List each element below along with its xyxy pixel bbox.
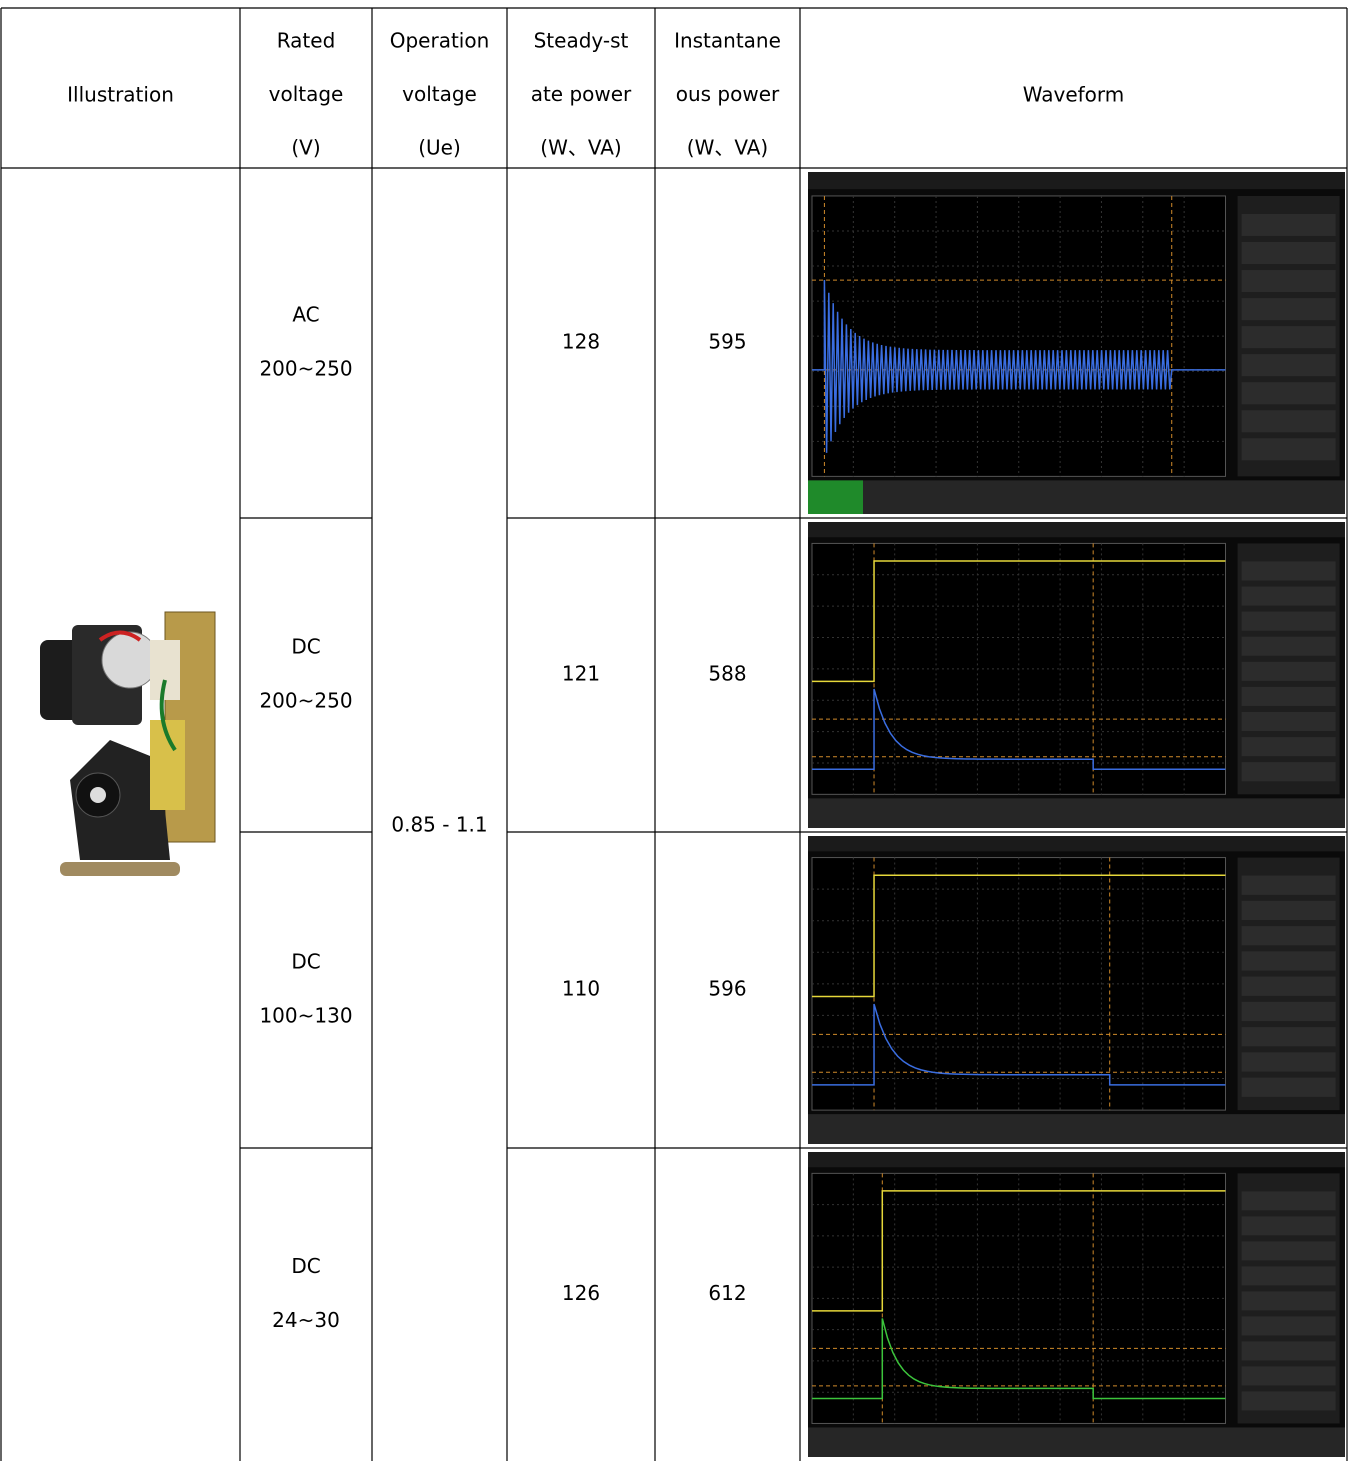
- scope-panel-field: [1242, 662, 1336, 681]
- rated-voltage: 200~250: [259, 689, 352, 713]
- rated-voltage: 24~30: [272, 1308, 340, 1332]
- scope-panel-field: [1242, 876, 1336, 895]
- scope-panel-field: [1242, 612, 1336, 631]
- scope-panel-field: [1242, 214, 1336, 236]
- header-cell: Illustration: [67, 83, 174, 107]
- header-cell: Steady-st: [534, 29, 629, 53]
- header-cell: Rated: [277, 29, 336, 53]
- scope-panel-field: [1242, 1027, 1336, 1046]
- scope-panel-field: [1242, 1002, 1336, 1021]
- header-cell: ous power: [676, 82, 780, 106]
- rated-voltage: DC: [291, 1254, 320, 1278]
- rated-voltage: 100~130: [259, 1004, 352, 1028]
- scope-panel-field: [1242, 242, 1336, 264]
- header-cell: ate power: [531, 82, 632, 106]
- scope-bottom-bar: [808, 1427, 1345, 1457]
- operation-voltage: 0.85 - 1.1: [391, 813, 487, 837]
- header-cell: Instantane: [674, 29, 781, 53]
- rated-voltage: 200~250: [259, 357, 352, 381]
- scope-panel-field: [1242, 1391, 1336, 1410]
- scope-panel-field: [1242, 712, 1336, 731]
- scope-panel-field: [1242, 901, 1336, 920]
- scope-panel-field: [1242, 382, 1336, 404]
- scope-top-bar: [808, 172, 1345, 189]
- rated-voltage: DC: [291, 950, 320, 974]
- scope-panel-field: [1242, 354, 1336, 376]
- header-cell: (Ue): [418, 136, 461, 160]
- scope-panel-field: [1242, 1078, 1336, 1097]
- steady-state-power: 121: [562, 662, 600, 686]
- scope-panel-field: [1242, 951, 1336, 970]
- rated-voltage: AC: [292, 303, 319, 327]
- header-cell: (W、VA): [540, 136, 621, 160]
- scope-panel-field: [1242, 1366, 1336, 1385]
- scope-top-bar: [808, 522, 1345, 537]
- scope-panel-field: [1242, 270, 1336, 292]
- scope-panel-field: [1242, 687, 1336, 706]
- scope-panel-field: [1242, 1341, 1336, 1360]
- scope-panel-field: [1242, 926, 1336, 945]
- scope-panel-field: [1242, 438, 1336, 460]
- scope-top-bar: [808, 1152, 1345, 1167]
- page: Illustration Rated voltage (V) Operation volt…: [0, 0, 1349, 1461]
- scope-panel-field: [1242, 1216, 1336, 1235]
- scope-top-bar: [808, 836, 1345, 851]
- scope-panel-field: [1242, 1291, 1336, 1310]
- scope-panel-field: [1242, 1052, 1336, 1071]
- scope-bottom-bar: [808, 480, 1345, 514]
- scope-panel-field: [1242, 737, 1336, 756]
- scope-panel-field: [1242, 1191, 1336, 1210]
- header-cell: (V): [291, 136, 320, 160]
- waveform-image: [808, 1152, 1345, 1457]
- scope-panel-field: [1242, 326, 1336, 348]
- scope-panel-field: [1242, 1241, 1336, 1260]
- scope-panel-field: [1242, 1266, 1336, 1285]
- instantaneous-power: 588: [708, 662, 746, 686]
- instantaneous-power: 595: [708, 330, 746, 354]
- scope-panel-field: [1242, 762, 1336, 781]
- scope-panel-field: [1242, 410, 1336, 432]
- instantaneous-power: 612: [708, 1281, 746, 1305]
- header-cell: (W、VA): [687, 136, 768, 160]
- header-cell: voltage: [269, 82, 344, 106]
- waveform-image: [808, 172, 1345, 514]
- scope-button: [808, 480, 863, 514]
- scope-panel-field: [1242, 637, 1336, 656]
- scope-panel-field: [1242, 977, 1336, 996]
- header-cell: voltage: [402, 82, 477, 106]
- header-cell: Operation: [390, 29, 490, 53]
- steady-state-power: 126: [562, 1281, 600, 1305]
- device-illustration: [40, 612, 215, 876]
- header-cell: Waveform: [1023, 83, 1125, 107]
- scope-panel-field: [1242, 1316, 1336, 1335]
- scope-panel-field: [1242, 298, 1336, 320]
- scope-panel-field: [1242, 561, 1336, 580]
- steady-state-power: 110: [562, 977, 600, 1001]
- scope-panel-field: [1242, 587, 1336, 606]
- waveform-image: [808, 522, 1345, 828]
- scope-bottom-bar: [808, 798, 1345, 828]
- rated-voltage: DC: [291, 635, 320, 659]
- waveform-image: [808, 836, 1345, 1144]
- scope-bottom-bar: [808, 1114, 1345, 1144]
- instantaneous-power: 596: [708, 977, 746, 1001]
- steady-state-power: 128: [562, 330, 600, 354]
